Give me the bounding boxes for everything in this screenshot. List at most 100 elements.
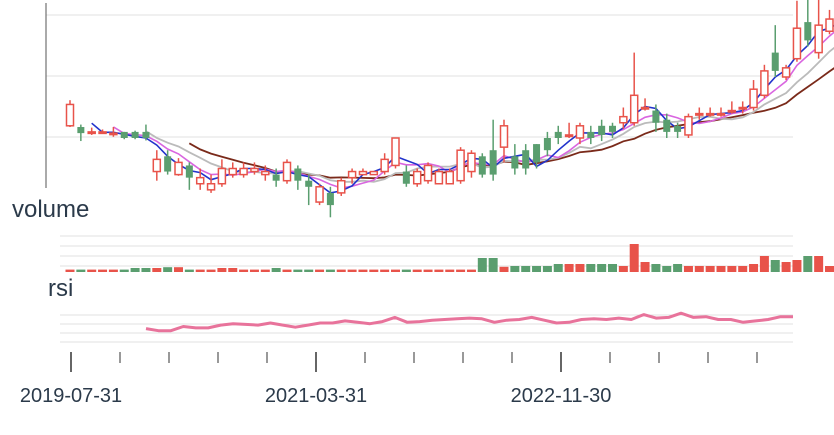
volume-bar (662, 266, 671, 272)
candle-body (67, 104, 74, 125)
volume-bar (76, 270, 85, 272)
candle-body (273, 175, 280, 181)
volume-bar (727, 266, 736, 272)
volume-bars (66, 244, 834, 272)
volume-bar (217, 268, 226, 272)
candle (414, 169, 421, 187)
candle-body (642, 108, 649, 110)
candle-body (316, 187, 323, 202)
candle-body (294, 169, 301, 181)
volume-bar (597, 264, 606, 272)
candle (718, 108, 725, 117)
candle (132, 131, 139, 140)
candle-body (501, 126, 508, 147)
candle (425, 162, 432, 183)
volume-bar (207, 270, 216, 272)
candle-body (718, 114, 725, 116)
volume-bar (196, 270, 205, 272)
candle (566, 123, 573, 138)
candle-body (197, 178, 204, 184)
volume-bar (391, 270, 400, 272)
volume-bar (163, 267, 172, 272)
volume-bar (185, 270, 194, 272)
candle-body (750, 89, 757, 107)
volume-bar (792, 260, 801, 272)
candle (403, 165, 410, 186)
volume-bar (782, 262, 791, 272)
candle-body (696, 114, 703, 116)
volume-bar (228, 268, 237, 272)
candle-body (652, 111, 659, 123)
volume-bar (337, 270, 346, 272)
volume-bar (586, 264, 595, 272)
volume-bar (814, 256, 823, 272)
candle-body (370, 172, 377, 175)
volume-bar (717, 266, 726, 272)
volume-panel-label: volume (12, 196, 89, 223)
candle (77, 125, 84, 141)
candle-body (609, 126, 616, 132)
candle-body (403, 172, 410, 184)
volume-bar (771, 260, 780, 272)
volume-bar (434, 270, 443, 272)
candle-body (284, 162, 291, 180)
candle (522, 144, 529, 175)
candle-body (305, 181, 312, 187)
candle (490, 120, 497, 181)
candle (544, 132, 551, 156)
candle (479, 153, 486, 177)
volume-bar (239, 270, 248, 272)
volume-bar (467, 270, 476, 272)
candle (750, 80, 757, 111)
candle-body (240, 169, 247, 175)
candle-body (707, 114, 714, 116)
candle (468, 150, 475, 177)
candle-body (164, 156, 171, 171)
volume-bar (489, 258, 498, 272)
candle-body (598, 126, 605, 135)
candle-body (783, 68, 790, 77)
candle-body (772, 53, 779, 71)
volume-bar (803, 256, 812, 272)
candle (772, 25, 779, 77)
rsi-path (146, 313, 793, 331)
candle-body (327, 193, 334, 205)
candle (186, 162, 193, 189)
candle (67, 100, 74, 127)
volume-bar (695, 266, 704, 272)
candle-body (262, 172, 269, 175)
candle-body (815, 25, 822, 52)
volume-bar (315, 270, 324, 272)
volume-bar (760, 256, 769, 272)
candle-body (663, 120, 670, 132)
volume-bar (445, 270, 454, 272)
candle-body (132, 132, 139, 138)
volume-bar (326, 270, 335, 272)
candle-body (674, 126, 681, 132)
candle (218, 159, 225, 186)
candle-body (631, 95, 638, 122)
volume-bar (424, 270, 433, 272)
candle (728, 101, 735, 113)
candle-body (229, 169, 236, 175)
candle (685, 114, 692, 138)
volume-bar (684, 266, 693, 272)
candle (761, 65, 768, 99)
candle-body (99, 132, 106, 134)
volume-bar (543, 266, 552, 272)
volume-bar (87, 270, 96, 272)
candle (88, 128, 95, 135)
candle-body (349, 172, 356, 178)
candle (587, 126, 594, 144)
candle (240, 162, 247, 177)
volume-bar (66, 270, 75, 272)
volume-bar (575, 264, 584, 272)
volume-bar (152, 268, 161, 272)
candle (381, 153, 388, 174)
candle (815, 0, 822, 59)
candle (598, 120, 605, 141)
volume-bar (738, 266, 747, 272)
volume-bar (619, 266, 628, 272)
candle (826, 10, 833, 34)
